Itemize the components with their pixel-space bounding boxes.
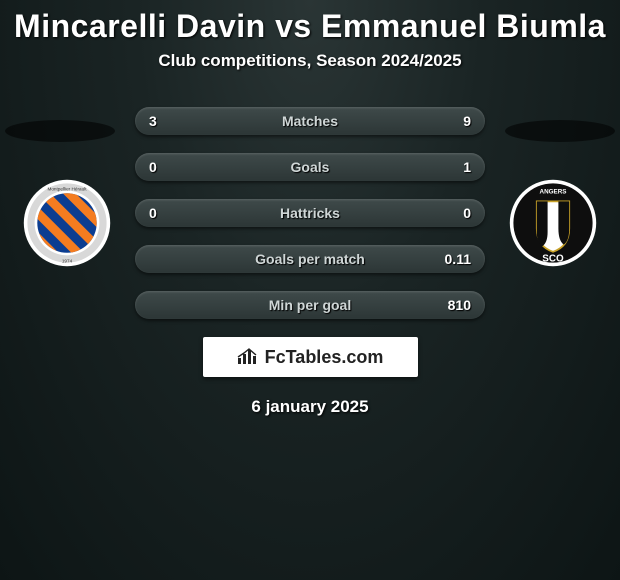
stat-value-right: 9 (441, 113, 471, 129)
stat-label: Matches (282, 113, 338, 129)
date-label: 6 january 2025 (0, 397, 620, 417)
stat-value-left: 0 (149, 205, 179, 221)
stat-label: Hattricks (280, 205, 340, 221)
stat-label: Min per goal (269, 297, 351, 313)
stat-row: 0 Goals 1 (135, 153, 485, 181)
stat-row: 0 Hattricks 0 (135, 199, 485, 227)
bar-chart-icon (237, 348, 259, 366)
stat-row: Min per goal 810 (135, 291, 485, 319)
stat-value-left: 3 (149, 113, 179, 129)
svg-text:ANGERS: ANGERS (540, 188, 567, 195)
stat-value-right: 0.11 (441, 251, 471, 267)
stat-value-right: 1 (441, 159, 471, 175)
stat-label: Goals (291, 159, 330, 175)
comparison-card: Mincarelli Davin vs Emmanuel Biumla Club… (0, 0, 620, 417)
stat-value-left: 0 (149, 159, 179, 175)
stat-value-right: 0 (441, 205, 471, 221)
club-badge-angers: ANGERS SCO (508, 178, 598, 268)
svg-text:1974: 1974 (62, 259, 73, 264)
page-title: Mincarelli Davin vs Emmanuel Biumla (0, 0, 620, 45)
stat-row: 3 Matches 9 (135, 107, 485, 135)
right-badge-shadow (505, 120, 615, 142)
page-subtitle: Club competitions, Season 2024/2025 (0, 51, 620, 71)
stat-row: Goals per match 0.11 (135, 245, 485, 273)
stat-value-right: 810 (441, 297, 471, 313)
stat-label: Goals per match (255, 251, 365, 267)
footer-brand-text: FcTables.com (265, 347, 384, 368)
footer-attribution[interactable]: FcTables.com (203, 337, 418, 377)
club-badge-montpellier: Montpellier Hérault 1974 (22, 178, 112, 268)
svg-text:Montpellier Hérault: Montpellier Hérault (47, 187, 87, 192)
stats-list: 3 Matches 9 0 Goals 1 0 Hattricks 0 Goal… (135, 107, 485, 319)
left-badge-shadow (5, 120, 115, 142)
svg-text:SCO: SCO (542, 254, 564, 265)
